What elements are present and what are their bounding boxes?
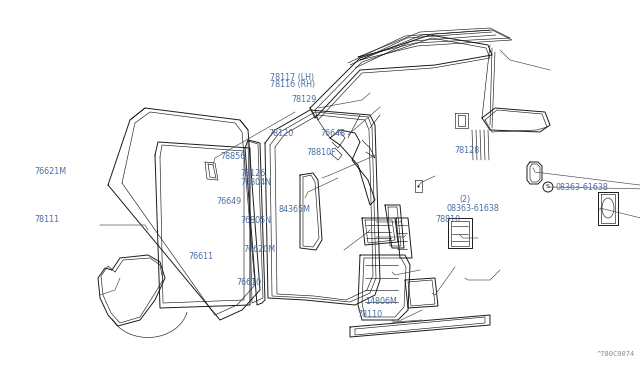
Text: 76610: 76610 — [237, 278, 262, 287]
Text: 78856: 78856 — [220, 152, 245, 161]
Text: 76649: 76649 — [216, 198, 241, 206]
Text: 76621M: 76621M — [34, 167, 66, 176]
Text: 78120: 78120 — [269, 129, 294, 138]
Text: 78110: 78110 — [357, 310, 382, 319]
Text: 78116 (RH): 78116 (RH) — [270, 80, 316, 89]
Text: 08363-61638: 08363-61638 — [447, 204, 500, 213]
Text: (2): (2) — [460, 195, 471, 203]
Text: 08363-61638: 08363-61638 — [556, 183, 609, 192]
Text: 14806M: 14806M — [365, 297, 397, 306]
Text: 78129: 78129 — [291, 95, 317, 104]
Text: 78128: 78128 — [454, 146, 479, 155]
Text: 78117 (LH): 78117 (LH) — [270, 73, 314, 82]
Text: 78111: 78111 — [34, 215, 59, 224]
Text: ^780C0074: ^780C0074 — [596, 351, 635, 357]
Text: S: S — [546, 185, 550, 189]
Text: 78810F: 78810F — [306, 148, 335, 157]
Text: 76805N: 76805N — [241, 216, 272, 225]
Text: 78810: 78810 — [435, 215, 460, 224]
Text: 84365M: 84365M — [278, 205, 310, 214]
Text: 76611: 76611 — [189, 252, 214, 261]
Text: 76648: 76648 — [320, 129, 345, 138]
Text: 78126: 78126 — [241, 169, 266, 178]
Text: 76620M: 76620M — [243, 246, 275, 254]
Text: 76804N: 76804N — [241, 178, 271, 187]
